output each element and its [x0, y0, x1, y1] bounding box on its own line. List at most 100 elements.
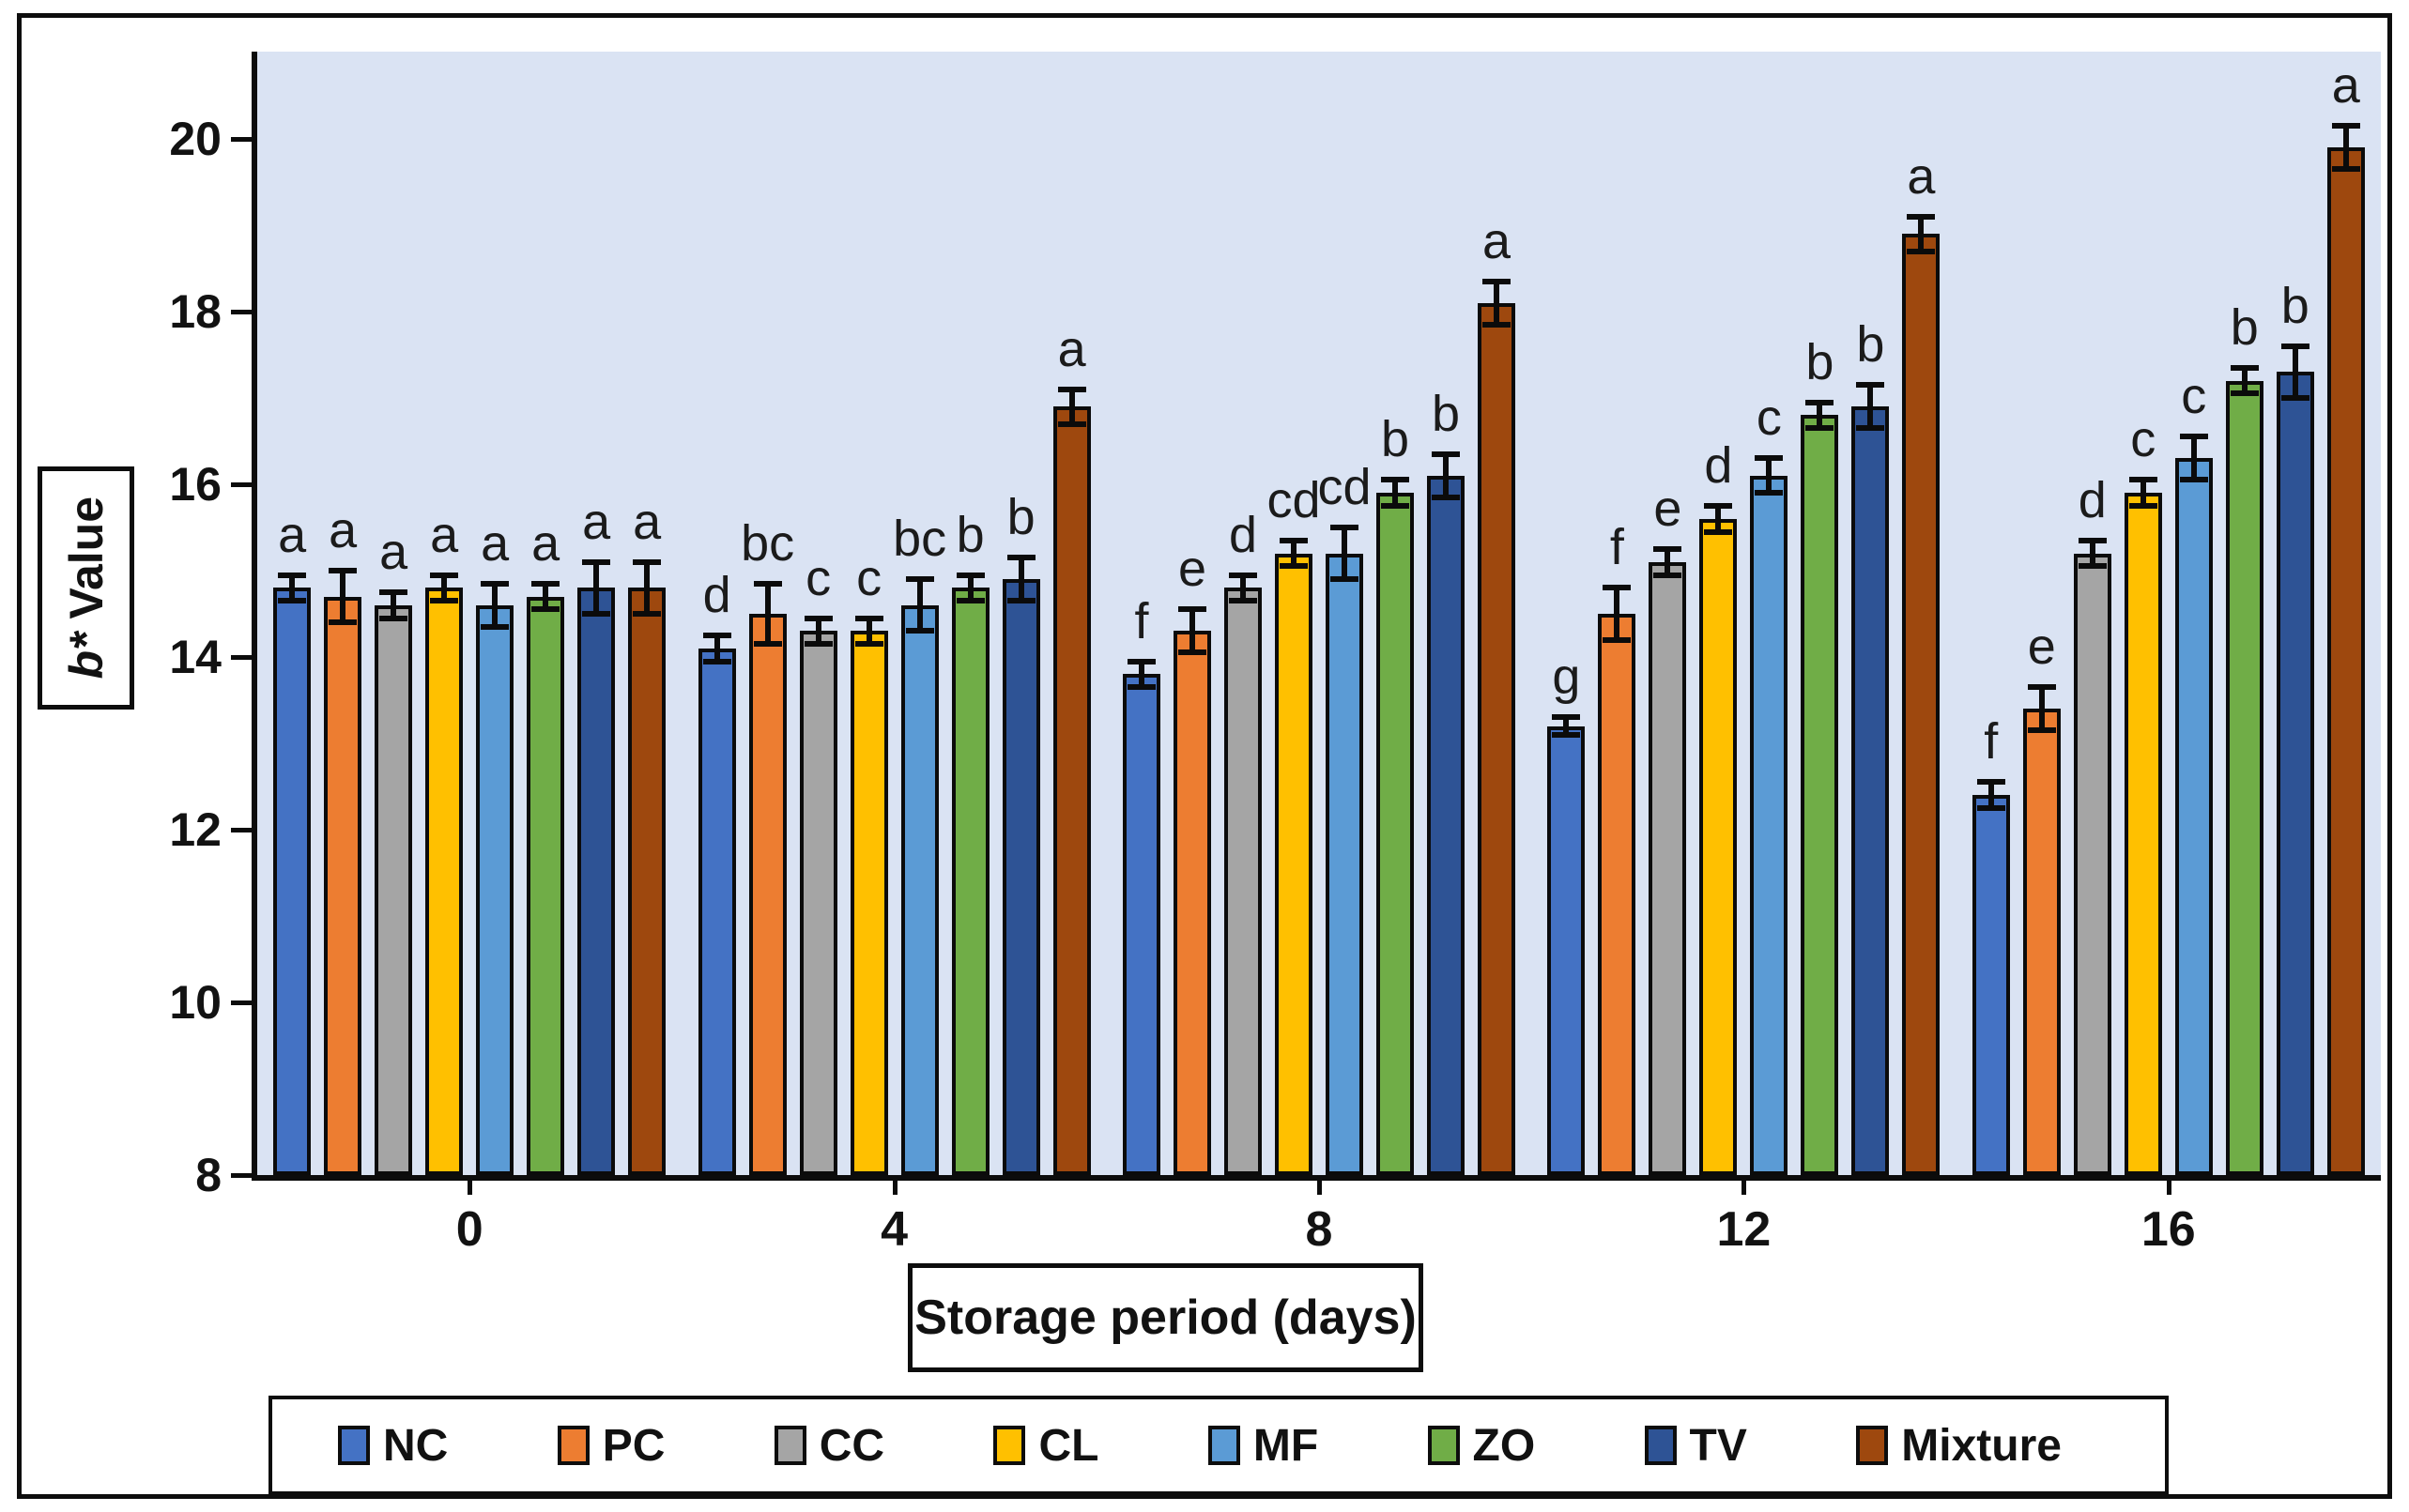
error-bar-cap	[1280, 563, 1308, 570]
y-tick-mark	[231, 310, 252, 314]
error-bar-whisker	[1665, 549, 1671, 575]
error-bar-cap	[1057, 386, 1086, 392]
legend-swatch-MF	[1207, 1426, 1240, 1465]
error-bar-whisker	[2140, 480, 2146, 506]
bar-PC-day8	[1174, 631, 1211, 1175]
bar-TV-day8	[1427, 475, 1465, 1175]
significance-letter: a	[481, 514, 510, 572]
bar-PC-day12	[1598, 614, 1636, 1175]
x-tick-label: 8	[1305, 1202, 1333, 1257]
error-bar-cap	[905, 576, 934, 583]
legend-label-Mixture: Mixture	[1901, 1420, 2062, 1471]
significance-letter: e	[1177, 541, 1207, 598]
legend-label-ZO: ZO	[1472, 1420, 1536, 1471]
significance-letter: b	[1431, 385, 1461, 442]
error-bar-cap	[481, 580, 510, 587]
error-bar-cap	[1006, 555, 1036, 561]
bar-TV-day12	[1851, 406, 1890, 1175]
y-tick-label: 14	[169, 631, 222, 683]
error-bar-cap	[1128, 658, 1156, 664]
significance-letter: a	[329, 502, 358, 558]
error-bar-cap	[854, 615, 883, 621]
legend: NC PC CC CL MF ZO TV Mixture	[269, 1396, 2169, 1495]
significance-letter: d	[702, 567, 731, 623]
error-bar-cap	[2331, 166, 2360, 173]
legend-swatch-CC	[774, 1426, 806, 1465]
bar-TV-day0	[577, 588, 616, 1175]
error-bar-whisker	[1918, 216, 1925, 252]
x-tick-mark	[1317, 1181, 1322, 1195]
significance-letter: c	[806, 549, 832, 606]
error-bar-cap	[1603, 585, 1632, 591]
error-bar-whisker	[644, 561, 651, 614]
error-bar-cap	[1704, 503, 1733, 509]
error-bar-cap	[2230, 390, 2259, 397]
significance-letter: b	[2280, 277, 2309, 334]
legend-item-NC: NC	[338, 1420, 448, 1472]
error-bar-cap	[582, 611, 611, 617]
bar-ZO-day4	[951, 588, 990, 1175]
legend-label-TV: TV	[1689, 1420, 1747, 1471]
x-axis-title-text: Storage period (days)	[914, 1291, 1417, 1345]
y-tick-mark	[231, 1173, 252, 1178]
error-bar-cap	[956, 572, 985, 578]
y-tick-label: 18	[169, 285, 222, 338]
error-bar-cap	[1432, 494, 1460, 500]
significance-letter: a	[379, 524, 408, 580]
bar-CL-day0	[425, 588, 464, 1175]
legend-swatch-TV	[1644, 1426, 1677, 1465]
significance-letter: e	[2027, 619, 2056, 676]
error-bar-cap	[582, 558, 611, 565]
bar-NC-day12	[1547, 725, 1586, 1175]
error-bar-cap	[1229, 598, 1257, 604]
significance-letter: a	[582, 493, 611, 550]
error-bar-whisker	[2038, 687, 2045, 731]
error-bar-cap	[2280, 395, 2309, 401]
y-tick-label: 16	[169, 458, 222, 511]
error-bar-whisker	[2292, 345, 2298, 398]
legend-item-PC: PC	[557, 1420, 665, 1472]
bar-ZO-day8	[1376, 493, 1414, 1175]
significance-letter: b	[956, 506, 985, 563]
error-bar-whisker	[1139, 661, 1144, 688]
error-bar-cap	[702, 658, 731, 664]
error-bar-whisker	[391, 592, 397, 619]
error-bar-whisker	[1867, 385, 1874, 429]
error-bar-cap	[1603, 636, 1632, 643]
significance-letter: d	[1228, 506, 1258, 563]
legend-swatch-ZO	[1427, 1426, 1460, 1465]
legend-item-CC: CC	[774, 1420, 884, 1472]
error-bar-whisker	[1494, 281, 1499, 325]
error-bar-whisker	[1240, 574, 1246, 602]
error-bar-whisker	[1068, 389, 1075, 424]
bar-CC-day4	[799, 631, 837, 1175]
error-bar-cap	[753, 641, 782, 648]
error-bar-cap	[1381, 503, 1409, 509]
bar-NC-day0	[273, 588, 312, 1175]
error-bar-cap	[1755, 490, 1784, 496]
error-bar-cap	[1856, 382, 1885, 389]
y-axis-title-rest-part: Value	[59, 496, 113, 633]
significance-letter: c	[2181, 368, 2207, 425]
error-bar-whisker	[1291, 540, 1297, 567]
bar-PC-day4	[748, 614, 787, 1175]
bar-MF-day4	[900, 604, 939, 1175]
significance-letter: c	[1756, 389, 1782, 447]
error-bar-cap	[1006, 598, 1036, 604]
error-bar-cap	[2027, 727, 2056, 734]
error-bar-whisker	[1766, 458, 1772, 494]
error-bar-cap	[329, 619, 358, 626]
error-bar-cap	[278, 572, 307, 578]
legend-label-MF: MF	[1252, 1420, 1319, 1471]
significance-letter: cd	[1266, 471, 1321, 528]
significance-letter: a	[531, 514, 560, 572]
error-bar-cap	[531, 580, 560, 587]
error-bar-cap	[702, 633, 731, 638]
y-tick-label: 20	[169, 113, 222, 165]
bar-CL-day4	[850, 631, 888, 1175]
error-bar-cap	[1805, 399, 1834, 405]
error-bar-cap	[633, 558, 662, 565]
error-bar-cap	[278, 598, 307, 604]
x-tick-label: 12	[1716, 1202, 1772, 1257]
error-bar-cap	[1976, 805, 2005, 811]
